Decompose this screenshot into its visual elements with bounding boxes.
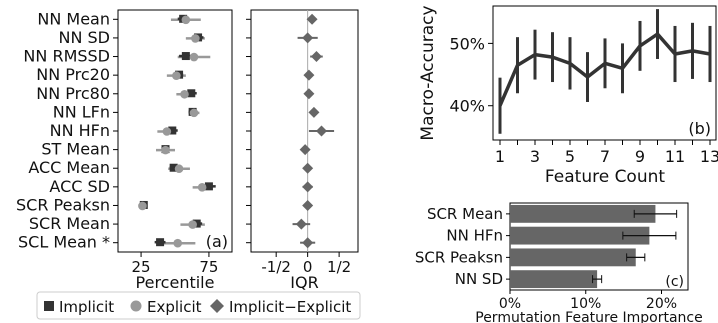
diff-marker (302, 181, 314, 193)
implicit-marker (156, 238, 165, 247)
diff-marker (315, 125, 327, 137)
y-tick-label: NN HFn (446, 227, 503, 245)
x-axis-label: Percentile (136, 273, 215, 292)
x-axis-label: IQR (290, 273, 318, 292)
explicit-marker (138, 201, 147, 211)
y-tick-label: ACC Mean (28, 158, 110, 177)
x-tick-label: 7 (600, 147, 610, 166)
implicit-marker (181, 52, 190, 61)
explicit-marker (162, 127, 172, 136)
diff-marker (302, 199, 314, 211)
x-tick-label: -1/2 (261, 258, 291, 276)
panel-iqr-frame (250, 9, 359, 253)
explicit-marker (161, 145, 170, 155)
legend-explicit-label: Explicit (147, 298, 202, 316)
diff-marker (299, 144, 311, 156)
y-tick-label: SCR Mean (29, 214, 110, 233)
y-tick-label: NN SD (455, 270, 503, 288)
x-tick-label: 5 (565, 147, 575, 166)
x-tick-label: 13 (700, 147, 718, 166)
diff-marker (302, 237, 314, 249)
legend-frame (36, 291, 361, 320)
explicit-marker (189, 52, 199, 62)
x-axis-label: Permutation Feature Importance (475, 310, 703, 323)
x-tick-label: 1 (495, 147, 505, 166)
y-tick-label: SCL Mean * (18, 233, 110, 252)
x-tick-label: 9 (635, 147, 645, 166)
legend-diff-label: Implicit−Explicit (229, 298, 351, 316)
x-axis-label: Feature Count (545, 167, 665, 187)
x-tick-label: 25 (132, 258, 151, 276)
panel-label: (b) (688, 119, 711, 138)
y-tick-label: SCR Mean (427, 205, 503, 223)
y-tick-label: NN Prc80 (36, 84, 110, 103)
x-tick-label: 1/2 (327, 258, 351, 276)
x-tick-label: 0 (303, 258, 313, 276)
x-tick-label: 20% (646, 296, 677, 312)
y-tick-label: 40% (449, 97, 485, 116)
x-tick-label: 10% (570, 296, 601, 312)
explicit-marker (197, 183, 207, 192)
y-tick-label: NN Prc20 (36, 65, 110, 84)
explicit-marker (181, 15, 191, 25)
explicit-marker (173, 238, 183, 248)
y-tick-label: NN Mean (37, 9, 110, 28)
implicit-marker (187, 89, 196, 98)
legend-explicit-marker (130, 300, 142, 312)
x-tick-label: 0% (499, 296, 521, 312)
y-tick-label: NN LFn (53, 102, 110, 121)
y-tick-label: SCR Peaksn (16, 195, 110, 214)
x-tick-label: 75 (199, 258, 218, 276)
y-tick-label: 50% (449, 34, 485, 53)
diff-marker (295, 218, 307, 230)
panel-label: (a) (206, 232, 228, 251)
explicit-marker (180, 89, 189, 99)
diff-marker (303, 88, 315, 100)
panel-c-frame (509, 202, 689, 291)
y-tick-label: NN HFn (50, 121, 110, 140)
y-tick-label: NN SD (59, 28, 111, 47)
y-tick-label: SCR Peaksn (415, 248, 503, 266)
y-tick-label: ACC SD (49, 177, 110, 196)
explicit-marker (189, 108, 199, 118)
panel-c-bar-chart: SCR Mean NN HFn SCR Peaksn NN SD 0% 10% 20%Per… (415, 202, 703, 323)
series-line (498, 32, 711, 107)
x-tick-label: 11 (665, 147, 685, 166)
explicit-marker (172, 71, 181, 80)
diff-marker (303, 69, 315, 81)
explicit-marker (191, 34, 200, 43)
bar (510, 226, 650, 245)
legend-diff-marker (210, 299, 224, 313)
diff-marker (310, 51, 322, 63)
y-tick-label: NN RMSSD (23, 47, 110, 66)
x-tick-label: 3 (530, 147, 540, 166)
panel-label: (c) (665, 274, 684, 290)
explicit-marker (174, 164, 184, 174)
y-tick-label: ST Mean (41, 140, 110, 159)
legend-implicit-label: Implicit (59, 298, 114, 316)
bar (510, 248, 636, 267)
diff-marker (306, 13, 318, 25)
bar (510, 204, 656, 223)
diff-marker (308, 106, 320, 118)
implicit-marker (169, 163, 178, 172)
diff-marker (302, 32, 314, 44)
explicit-marker (188, 220, 197, 229)
legend: Implicit Explicit Implicit−Explicit (36, 291, 361, 320)
bar (510, 270, 598, 289)
diff-marker (302, 162, 314, 174)
y-axis-label: Macro-Accuracy (418, 5, 438, 140)
panel-a-iqr-chart: -1/2 0 1/2 IQR (246, 9, 359, 292)
implicit-marker (204, 182, 213, 191)
implicit-marker (168, 126, 177, 135)
legend-implicit-marker (44, 301, 54, 311)
